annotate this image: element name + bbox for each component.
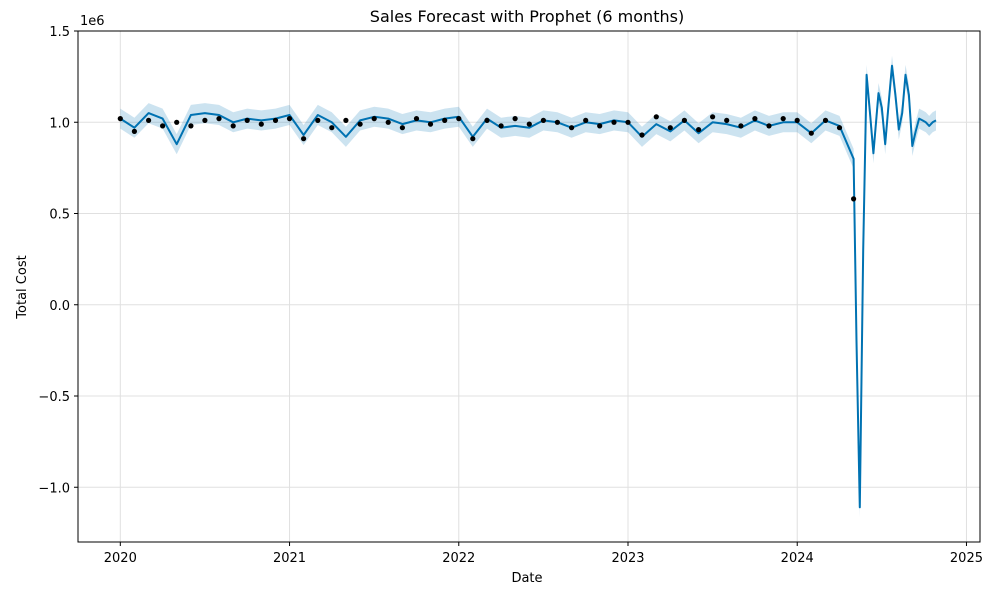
observed-point (131, 128, 137, 134)
y-axis-label: Total Cost (15, 255, 30, 319)
y-tick-label: 1.5 (49, 25, 70, 40)
forecast-line (119, 64, 937, 509)
forecast-line-layer (119, 64, 937, 509)
observed-point (413, 116, 420, 122)
x-tick-label: 2025 (950, 551, 983, 566)
observed-point (456, 116, 462, 122)
x-axis-label: Date (511, 571, 542, 586)
observed-point (794, 117, 800, 123)
observed-point (808, 130, 814, 136)
observed-point (653, 114, 659, 120)
observed-point (188, 123, 194, 129)
plot-frame (77, 30, 981, 543)
x-tick-label: 2024 (781, 551, 814, 566)
observed-point (427, 121, 434, 127)
observed-point (202, 117, 208, 123)
observed-point (540, 117, 547, 123)
y-axis-ticks: −1.0 −0.5 0.0 0.5 1.0 1.5 (38, 25, 78, 496)
observed-point (498, 123, 504, 129)
observed-point (329, 125, 335, 131)
observed-point (710, 114, 716, 120)
observed-point (752, 116, 758, 122)
y-tick-label: −0.5 (38, 390, 70, 405)
observed-point (174, 119, 180, 125)
observed-point (258, 121, 264, 127)
observed-point (160, 123, 166, 129)
observed-point (611, 119, 617, 125)
observed-point (738, 123, 744, 129)
observed-point (724, 117, 730, 123)
observed-point (822, 117, 829, 123)
observed-point (117, 116, 123, 122)
observed-point (385, 119, 391, 125)
observed-point (836, 125, 843, 131)
y-scale-offset-label: 1e6 (80, 14, 105, 29)
observed-point (696, 127, 702, 133)
observed-point (146, 117, 152, 123)
observed-point (639, 132, 645, 138)
observed-point (301, 136, 307, 142)
x-tick-label: 2020 (104, 551, 137, 566)
x-tick-label: 2021 (273, 551, 306, 566)
observed-point (357, 121, 363, 127)
observed-point (343, 117, 349, 123)
observed-point (315, 117, 321, 123)
observed-point (286, 116, 293, 122)
observed-point (667, 125, 673, 131)
y-tick-label: 0.5 (49, 208, 70, 223)
x-tick-label: 2022 (442, 551, 475, 566)
y-tick-label: 1.0 (49, 116, 70, 131)
observed-point (766, 123, 772, 129)
observed-point (597, 123, 603, 129)
observed-point (216, 116, 222, 122)
observed-point (583, 117, 589, 123)
observed-point (569, 125, 575, 131)
observed-points-layer (117, 114, 857, 202)
observed-point (470, 136, 476, 142)
observed-point (272, 117, 279, 123)
observed-point (230, 123, 236, 129)
observed-point (484, 117, 490, 123)
x-tick-label: 2023 (611, 551, 644, 566)
observed-point (681, 117, 688, 123)
x-axis-ticks: 2020 2021 2022 2023 2024 2025 (104, 542, 983, 566)
y-tick-label: −1.0 (38, 481, 70, 496)
observed-point (780, 116, 786, 122)
observed-point (244, 117, 250, 123)
observed-point (625, 119, 631, 125)
observed-point (526, 121, 532, 127)
observed-point (554, 119, 561, 125)
y-tick-label: 0.0 (49, 299, 70, 314)
chart-title: Sales Forecast with Prophet (6 months) (370, 7, 684, 26)
observed-point (851, 196, 857, 202)
observed-point (399, 125, 405, 131)
observed-point (512, 116, 518, 122)
observed-point (442, 117, 448, 123)
observed-point (371, 116, 377, 122)
